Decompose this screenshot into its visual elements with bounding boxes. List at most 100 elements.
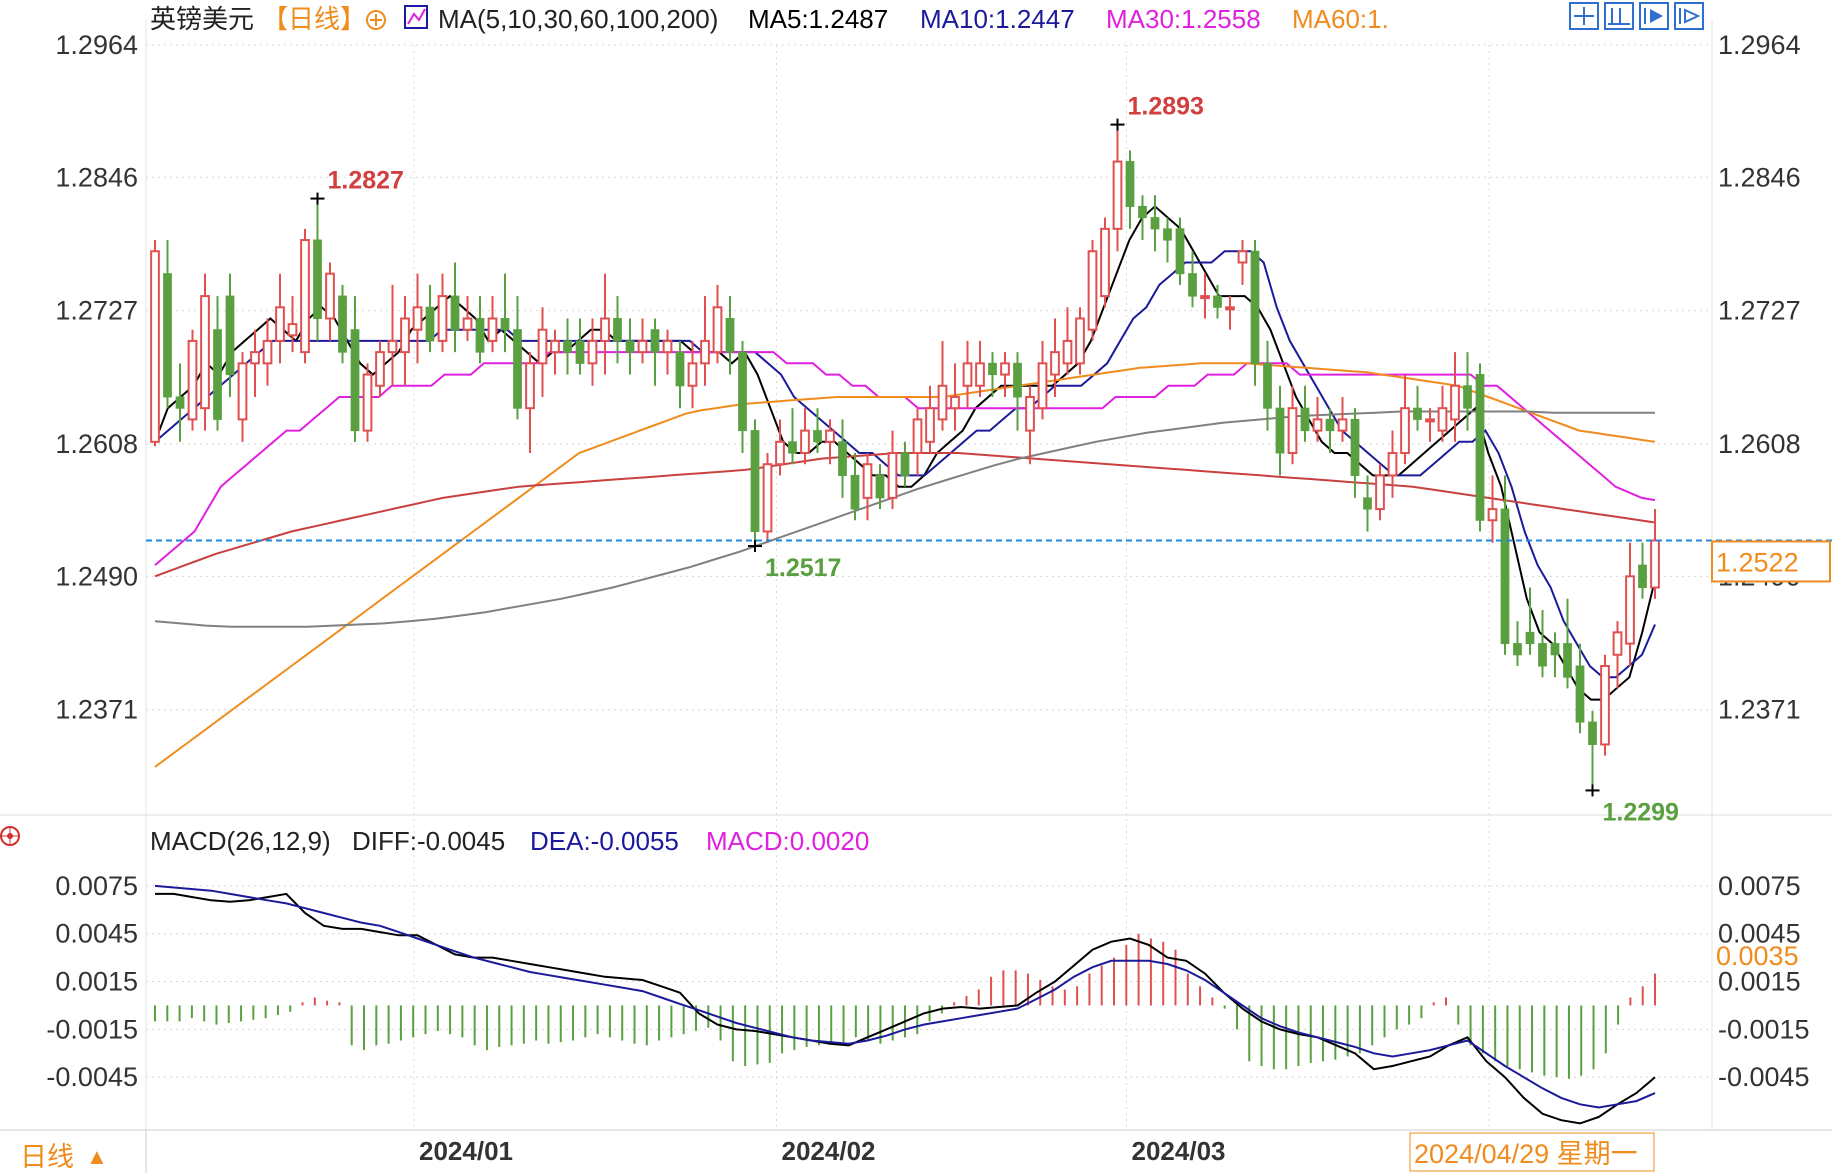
play-forward-icon[interactable] bbox=[1639, 2, 1669, 30]
price-tick-label: 1.2371 bbox=[1718, 695, 1801, 725]
price-annotations: 1.2827 1.2893 1.2517 1.2299 bbox=[310, 93, 1679, 826]
candle-body-down bbox=[500, 318, 510, 331]
candle-body-down bbox=[1500, 508, 1510, 645]
candle-body-down bbox=[350, 329, 360, 432]
target-icon[interactable] bbox=[0, 826, 20, 846]
crosshair-date-label: 2024/04/29 星期一 bbox=[1414, 1139, 1638, 1169]
grid-icon[interactable] bbox=[1569, 2, 1599, 30]
candle-body-up bbox=[912, 418, 923, 455]
candle-body-up bbox=[537, 328, 548, 365]
annotation-label: 1.2299 bbox=[1603, 798, 1679, 826]
expand-right-icon[interactable] bbox=[1674, 2, 1704, 30]
candle-body-up bbox=[762, 463, 773, 533]
price-axis-left: 1.2964 1.2846 1.2727 1.2608 1.2490 1.2371 bbox=[55, 30, 138, 725]
indicator-chart-icon[interactable] bbox=[404, 5, 428, 29]
macd-dea-line bbox=[154, 884, 1656, 1109]
candle-body-up bbox=[400, 317, 410, 354]
date-tick-label: 2024/03 bbox=[1132, 1136, 1226, 1166]
candle-body-down bbox=[1550, 643, 1560, 656]
date-gridlines bbox=[413, 45, 1490, 1130]
candle-body-down bbox=[1150, 217, 1160, 230]
candle-body-up bbox=[925, 407, 935, 443]
macd-tick-label: 0.0015 bbox=[55, 967, 138, 997]
candle-body-down bbox=[1175, 228, 1185, 275]
ma60-value: MA60:1. bbox=[1292, 4, 1389, 34]
ma30-value: MA30:1.2558 bbox=[1106, 4, 1261, 34]
ma10-value: MA10:1.2447 bbox=[920, 4, 1075, 34]
candle-body-up bbox=[700, 339, 710, 365]
candle-body-down bbox=[1475, 374, 1485, 521]
current-price-box: 1.2522 bbox=[1711, 540, 1831, 583]
candle-body-up bbox=[1400, 407, 1410, 455]
candle-body-up bbox=[600, 317, 610, 342]
candle-body-down bbox=[850, 474, 860, 510]
macd-dea-value: DEA:-0.0055 bbox=[530, 826, 679, 856]
macd-tick-label: -0.0045 bbox=[46, 1062, 138, 1092]
candle-body-up bbox=[1225, 306, 1235, 311]
candle-body-up bbox=[487, 317, 498, 342]
footer-period-arrow[interactable]: ▲ bbox=[86, 1144, 108, 1169]
candle-body-up bbox=[1087, 250, 1098, 331]
candle-body-up bbox=[387, 339, 398, 354]
candle-body-down bbox=[988, 362, 997, 376]
candle-body-up bbox=[262, 339, 273, 365]
price-tick-label: 1.2727 bbox=[1718, 296, 1801, 326]
candle-body-up bbox=[775, 440, 785, 466]
candle-body-down bbox=[575, 340, 585, 364]
candle-body-up bbox=[412, 306, 423, 331]
price-tick-label: 1.2608 bbox=[1718, 429, 1801, 459]
candle-body-down bbox=[313, 239, 322, 320]
candle-body-down bbox=[1413, 407, 1422, 420]
date-tick-label: 2024/01 bbox=[419, 1136, 513, 1166]
candle-body-down bbox=[163, 273, 172, 398]
candle-body-up bbox=[825, 429, 835, 443]
candle-body-down bbox=[1263, 362, 1272, 409]
candle-body-down bbox=[1638, 564, 1647, 589]
candle-body-down bbox=[1275, 407, 1285, 454]
candle-body-down bbox=[1325, 418, 1335, 432]
candle-body-up bbox=[300, 239, 310, 354]
date-tick-label: 2024/02 bbox=[782, 1136, 876, 1166]
candle-body-down bbox=[738, 351, 747, 432]
period-label[interactable]: 【日线】 bbox=[262, 4, 366, 34]
macd-title: MACD(26,12,9) bbox=[150, 826, 331, 856]
candle-body-down bbox=[750, 430, 760, 532]
annotation-label: 1.2827 bbox=[328, 167, 404, 195]
plus-circle-icon[interactable] bbox=[366, 10, 386, 30]
current-price-label: 1.2522 bbox=[1716, 547, 1799, 577]
candle-body-up bbox=[662, 339, 673, 354]
candle-body-down bbox=[225, 295, 235, 376]
candle-body-up bbox=[862, 463, 873, 499]
candle-body-up bbox=[1612, 631, 1623, 656]
candle-body-down bbox=[1525, 631, 1535, 645]
annotation-label: 1.2517 bbox=[765, 554, 841, 582]
candle-body-down bbox=[625, 340, 635, 353]
macd-macd-value: MACD:0.0020 bbox=[706, 826, 869, 856]
candle-body-up bbox=[637, 339, 648, 354]
candle-body-down bbox=[338, 295, 347, 353]
macd-tick-label: 0.0075 bbox=[1718, 871, 1801, 901]
macd-tick-label: -0.0045 bbox=[1718, 1062, 1810, 1092]
candle-body-up bbox=[362, 373, 373, 432]
candle-body-up bbox=[950, 395, 960, 410]
crosshair-date-box bbox=[1409, 1132, 1655, 1172]
price-tick-label: 1.2964 bbox=[55, 30, 138, 60]
candle-body-down bbox=[675, 351, 685, 387]
candle-body-up bbox=[525, 362, 535, 410]
split-chart-icon[interactable] bbox=[1604, 2, 1634, 30]
macd-diff-value: DIFF:-0.0045 bbox=[352, 826, 505, 856]
candle-body-up bbox=[1600, 665, 1610, 746]
candle-body-up bbox=[712, 306, 723, 354]
candle-body-up bbox=[687, 362, 698, 387]
macd-tick-label: 0.0015 bbox=[1718, 967, 1801, 997]
price-tick-label: 1.2964 bbox=[1718, 30, 1801, 60]
candle-body-down bbox=[1350, 418, 1360, 476]
footer-period-label[interactable]: 日线 bbox=[20, 1142, 74, 1172]
candle-body-down bbox=[213, 329, 222, 420]
candle-body-up bbox=[975, 362, 985, 387]
macd-tick-label: 0.0045 bbox=[1718, 919, 1801, 949]
candle-body-up bbox=[1000, 362, 1010, 376]
candle-body-down bbox=[1213, 295, 1222, 308]
price-tick-label: 1.2371 bbox=[55, 695, 138, 725]
